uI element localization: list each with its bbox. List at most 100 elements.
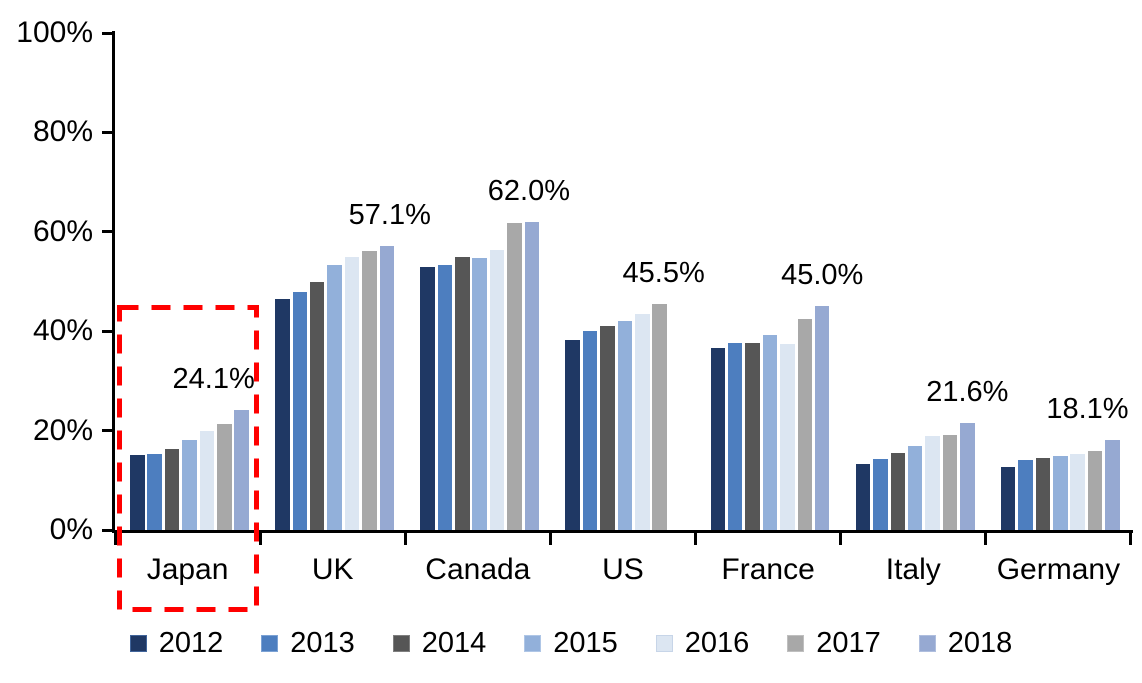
- legend-swatch-2013: [261, 634, 279, 652]
- bar-uk-2013: [292, 292, 308, 530]
- x-axis-tick: [258, 530, 262, 545]
- legend-label-2014: 2014: [421, 627, 487, 659]
- bar-uk-2018: [379, 246, 395, 530]
- bar-germany-2012: [1000, 467, 1016, 530]
- bar-italy-2013: [873, 459, 888, 530]
- category-label-uk: UK: [311, 553, 354, 586]
- bar-germany-2017: [1087, 451, 1103, 530]
- y-axis-tick: [102, 31, 115, 35]
- y-axis-tick: [102, 130, 115, 134]
- legend-swatch-2014: [392, 634, 410, 652]
- legend-swatch-2018: [918, 634, 936, 652]
- bar-uk-2017: [362, 251, 377, 530]
- data-label-us: 45.5%: [622, 256, 705, 289]
- bar-germany-2016: [1070, 454, 1085, 530]
- legend-item-2014: 2014: [392, 626, 487, 660]
- category-label-japan: Japan: [146, 553, 229, 586]
- x-axis-line: [112, 530, 1133, 533]
- bar-uk-2012: [275, 298, 290, 530]
- bar-japan-2013: [147, 453, 162, 530]
- bar-canada-2015: [472, 258, 487, 530]
- bar-us-2013: [582, 330, 598, 530]
- bar-japan-2012: [130, 454, 145, 530]
- data-label-italy: 21.6%: [926, 375, 1009, 408]
- legend-label-2016: 2016: [684, 627, 750, 659]
- bar-italy-2018: [960, 422, 975, 530]
- highlight-rect: [117, 305, 259, 612]
- bar-france-2015: [762, 334, 778, 530]
- bar-germany-2015: [1053, 456, 1068, 530]
- y-axis-tick: [102, 429, 115, 433]
- y-axis-line: [112, 31, 115, 533]
- bar-canada-2014: [455, 256, 470, 530]
- data-label-canada: 62.0%: [487, 174, 571, 207]
- legend-label-2017: 2017: [816, 627, 881, 659]
- bar-uk-2015: [327, 265, 342, 530]
- y-axis-tick-label: 0%: [49, 513, 93, 546]
- data-label-japan: 24.1%: [172, 363, 255, 396]
- y-axis-tick: [102, 528, 115, 532]
- y-axis-tick-label: 20%: [32, 413, 93, 447]
- legend-label-2015: 2015: [553, 627, 618, 659]
- bar-france-2016: [780, 344, 795, 530]
- bar-japan-2015: [182, 439, 197, 530]
- bar-us-2014: [600, 326, 615, 530]
- bar-us-2016: [635, 313, 650, 530]
- bar-germany-2014: [1035, 458, 1051, 530]
- category-label-italy: Italy: [885, 553, 941, 586]
- legend-swatch-2012: [129, 634, 147, 652]
- x-axis-tick: [694, 530, 698, 545]
- bar-us-2015: [617, 320, 633, 530]
- legend-item-2015: 2015: [524, 626, 618, 660]
- bar-japan-2018: [234, 410, 249, 530]
- y-axis-tick: [102, 329, 115, 333]
- x-axis-tick: [839, 530, 843, 545]
- category-label-canada: Canada: [425, 553, 531, 586]
- bar-uk-2014: [309, 281, 325, 530]
- bar-france-2013: [727, 342, 743, 530]
- legend-swatch-2015: [524, 634, 542, 652]
- bar-canada-2013: [437, 264, 453, 530]
- bar-japan-2014: [164, 448, 180, 530]
- bar-italy-2017: [942, 434, 958, 530]
- bar-us-2012: [565, 340, 580, 530]
- y-axis-tick-label: 100%: [16, 16, 93, 49]
- bar-japan-2017: [217, 424, 232, 530]
- y-axis-tick-label: 60%: [32, 214, 93, 248]
- legend-item-2012: 2012: [129, 626, 224, 660]
- x-axis-tick: [113, 530, 117, 545]
- legend-item-2018: 2018: [918, 626, 1013, 660]
- bar-italy-2014: [890, 453, 905, 530]
- bar-canada-2012: [420, 266, 435, 530]
- bar-france-2017: [797, 319, 813, 530]
- bar-italy-2012: [855, 463, 871, 530]
- legend-label-2013: 2013: [290, 627, 355, 659]
- legend-item-2017: 2017: [787, 626, 881, 660]
- legend-item-2013: 2013: [261, 626, 355, 660]
- bar-us-2017: [652, 303, 667, 530]
- category-label-us: US: [602, 553, 644, 586]
- bar-japan-2016: [199, 430, 215, 530]
- legend-label-2018: 2018: [947, 627, 1013, 659]
- bar-canada-2018: [524, 221, 540, 530]
- bar-canada-2016: [489, 250, 505, 530]
- bar-france-2018: [814, 306, 830, 530]
- y-axis-tick-label: 40%: [32, 314, 93, 348]
- legend-swatch-2016: [655, 634, 673, 652]
- x-axis-tick: [548, 530, 552, 545]
- x-axis-tick: [984, 530, 988, 545]
- data-label-france: 45.0%: [781, 259, 864, 292]
- chart-legend: 2012 2013 2014 2015 2016 2017 2018: [0, 626, 1142, 660]
- bar-uk-2016: [344, 257, 360, 530]
- legend-swatch-2017: [787, 634, 805, 652]
- data-label-uk: 57.1%: [348, 199, 431, 232]
- y-axis-tick-label: 80%: [32, 115, 93, 149]
- japan-highlight-box: [117, 305, 259, 612]
- legend-item-2016: 2016: [655, 626, 750, 660]
- bar-italy-2016: [925, 435, 940, 530]
- legend-label-2012: 2012: [158, 627, 224, 659]
- bar-france-2014: [745, 343, 760, 530]
- category-label-france: France: [721, 553, 815, 586]
- x-axis-tick: [403, 530, 407, 545]
